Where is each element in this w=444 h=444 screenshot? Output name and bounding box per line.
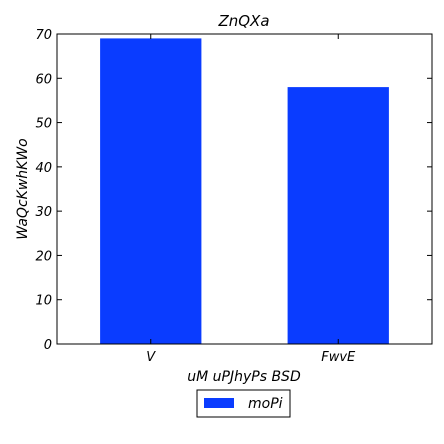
- plot-frame: [56, 33, 433, 345]
- y-tick-label: 70: [35, 28, 52, 43]
- legend: moPi: [196, 389, 291, 418]
- bar-2: [287, 87, 389, 344]
- bar-1: [100, 38, 202, 345]
- y-tick-label: 60: [35, 72, 52, 87]
- x-tick-label: V: [146, 350, 156, 365]
- legend-label: moPi: [248, 396, 283, 412]
- legend-swatch: [204, 398, 234, 408]
- y-tick-label: 30: [35, 205, 52, 220]
- y-tick-label: 20: [35, 249, 52, 264]
- y-tick-label: 10: [35, 294, 52, 309]
- y-tick-label: 50: [35, 117, 52, 132]
- y-axis-label: WaQcKwhKWo: [15, 138, 31, 239]
- x-tick-label: FwvE: [321, 350, 356, 365]
- chart-title: ZnQXa: [217, 12, 269, 30]
- y-axis: 0 10 20 30 40 50 60 70: [35, 28, 432, 353]
- y-tick-label: 40: [35, 161, 52, 176]
- legend-box: [196, 389, 291, 418]
- x-axis-label: uM uPJhyPs BSD: [187, 369, 301, 385]
- x-axis: V FwvE: [146, 34, 356, 365]
- y-tick-label: 0: [44, 338, 52, 353]
- bars-group: [100, 38, 389, 345]
